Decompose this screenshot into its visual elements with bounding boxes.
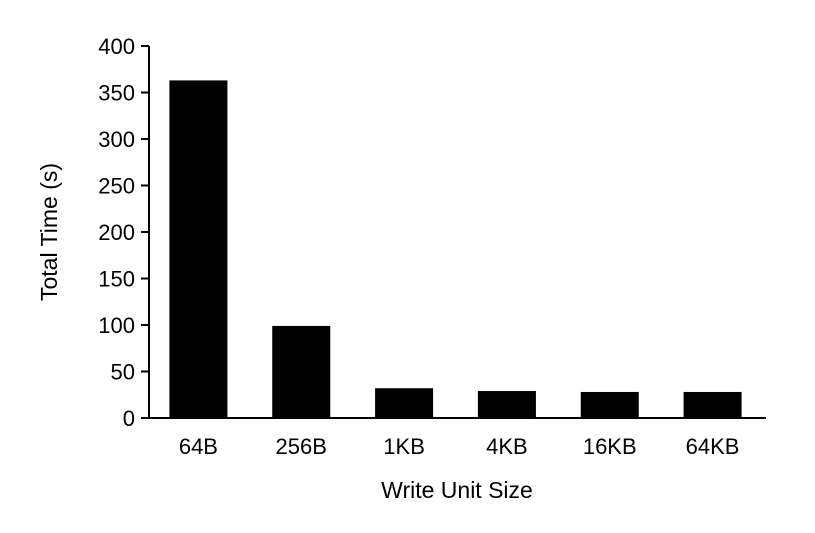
bar-64kb bbox=[683, 391, 742, 418]
bar-64b bbox=[169, 80, 228, 418]
bar-4kb bbox=[477, 391, 536, 418]
axes-layer bbox=[148, 46, 766, 419]
y-tick-label: 100 bbox=[98, 313, 135, 338]
bar-1kb bbox=[375, 388, 434, 418]
x-tick-label: 4KB bbox=[486, 434, 528, 459]
y-tick-label: 400 bbox=[98, 34, 135, 59]
y-tick-label: 50 bbox=[111, 360, 135, 385]
y-tick-label: 250 bbox=[98, 174, 135, 199]
bar-256b bbox=[272, 325, 331, 418]
x-tick-label: 256B bbox=[276, 434, 327, 459]
x-axis-title: Write Unit Size bbox=[381, 477, 533, 503]
x-tick-label: 16KB bbox=[583, 434, 637, 459]
y-axis-title: Total Time (s) bbox=[36, 163, 62, 301]
y-tick-label: 150 bbox=[98, 267, 135, 292]
y-tick-label: 350 bbox=[98, 81, 135, 106]
y-tick-label: 200 bbox=[98, 220, 135, 245]
x-tick-label: 64KB bbox=[686, 434, 740, 459]
y-tick-label: 300 bbox=[98, 127, 135, 152]
y-tick-label: 0 bbox=[123, 406, 135, 431]
bars-layer bbox=[169, 80, 742, 418]
bar-16kb bbox=[580, 391, 639, 418]
x-ticks-layer: 64B 256B 1KB 4KB 16KB 64KB bbox=[179, 434, 740, 459]
y-ticks-layer: 0 50 100 150 200 250 300 350 400 bbox=[98, 34, 149, 431]
x-tick-label: 1KB bbox=[383, 434, 425, 459]
x-tick-label: 64B bbox=[179, 434, 218, 459]
